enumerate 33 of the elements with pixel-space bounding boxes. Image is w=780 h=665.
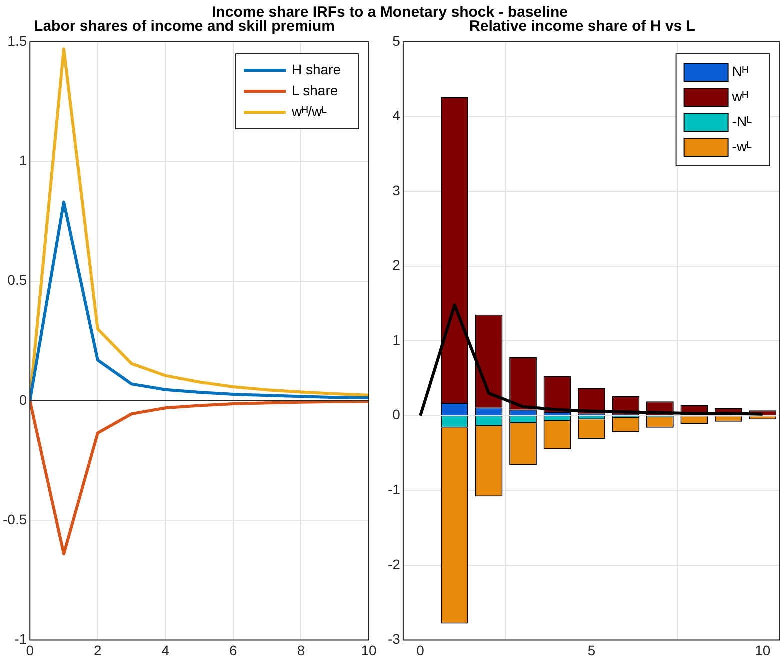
legend-label: H share	[292, 61, 342, 78]
legend-label: -Nᴸ	[732, 113, 752, 130]
y-tick-label: 5	[392, 32, 401, 49]
y-tick-label: 4	[392, 108, 401, 124]
legend-label: wᴴ	[731, 88, 748, 104]
legend-label: -wᴸ	[732, 138, 752, 154]
x-tick-label: 5	[588, 642, 596, 658]
y-tick-label: -2	[388, 556, 401, 572]
y-tick-label: -3	[388, 631, 401, 648]
y-tick-label: 1	[392, 332, 401, 348]
legend-label: Nᴴ	[732, 63, 748, 80]
y-tick-label: 0.5	[8, 272, 28, 288]
x-tick-label: 10	[755, 642, 771, 658]
y-tick-label: -0.5	[3, 511, 28, 528]
y-tick-label: 1	[19, 152, 28, 168]
y-tick-label: 0	[19, 392, 28, 408]
x-tick-label: 2	[94, 642, 102, 658]
x-tick-label: 6	[230, 642, 238, 658]
x-tick-label: 4	[162, 642, 170, 658]
y-tick-label: 3	[392, 182, 401, 198]
x-tick-label: 8	[297, 642, 306, 658]
chart-title: Income share IRFs to a Monetary shock - baseline	[212, 4, 568, 21]
y-tick-label: -1	[388, 482, 401, 498]
legend-label: wᴴ/wᴸ	[290, 103, 328, 120]
x-tick-label: 0	[416, 642, 425, 658]
y-tick-label: -1	[14, 631, 28, 648]
x-tick-label: 10	[361, 642, 377, 658]
y-tick-label: 1.5	[8, 32, 28, 49]
y-tick-label: 0	[392, 406, 401, 423]
chart-subtitle: Labor shares of income and skill premium	[34, 18, 335, 36]
chart-title: Relative income share of H vs L	[470, 18, 696, 36]
y-tick-label: 2	[392, 257, 401, 274]
legend-label: L share	[292, 82, 338, 98]
